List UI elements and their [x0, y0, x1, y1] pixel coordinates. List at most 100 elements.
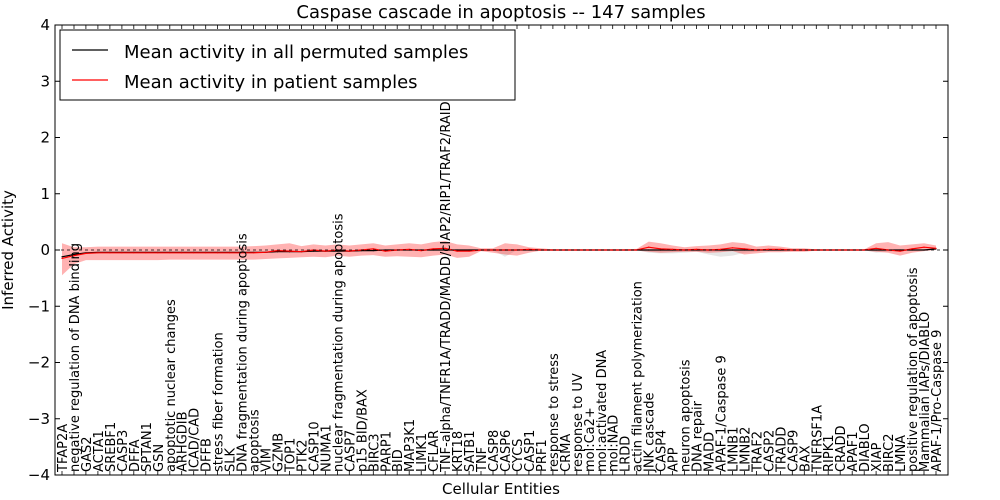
- series-1-point: [839, 249, 841, 251]
- x-tick-label: mol:NAD: [607, 415, 622, 472]
- x-tick-label: SREBF1: [104, 422, 119, 472]
- series-0-point: [276, 251, 279, 253]
- series-1-point: [887, 249, 889, 251]
- x-tick-label: actin filament polymerization: [631, 281, 646, 472]
- series-1-point: [372, 248, 374, 250]
- x-tick-label: GZMB: [272, 433, 287, 472]
- x-tick-label: APAF-1/Pro-Caspase 9: [930, 330, 945, 472]
- x-tick-label: response to stress: [547, 353, 562, 472]
- x-tick-label: CASP4: [655, 430, 670, 472]
- series-0-band: [62, 248, 936, 257]
- x-tick-label: XIAP: [870, 442, 885, 472]
- series-1-point: [743, 248, 746, 250]
- series-1-point: [779, 248, 782, 250]
- x-tick-label: ICAD/CAD: [188, 408, 203, 472]
- series-1-point: [875, 247, 877, 249]
- y-tick-label: −4: [28, 466, 50, 484]
- x-tick-label: TFAP2A: [56, 424, 71, 473]
- chart-title: Caspase cascade in apoptosis -- 147 samp…: [296, 2, 705, 23]
- series-1-point: [324, 250, 326, 252]
- series-1-point: [193, 252, 195, 254]
- x-tick-label: JNK cascade: [643, 393, 658, 473]
- series-1-point: [672, 248, 674, 250]
- x-tick-label: GAS2: [80, 437, 95, 473]
- series-1-point: [253, 252, 255, 254]
- x-tick-label: BIRC3: [367, 434, 382, 473]
- x-tick-label: BID: [391, 449, 406, 472]
- series-1-point: [660, 248, 662, 250]
- x-tick-label: TNF: [475, 447, 490, 473]
- series-1-point: [205, 252, 207, 254]
- series-1-point: [61, 257, 63, 259]
- x-tick-label: response to UV: [571, 373, 586, 472]
- series-1-point: [157, 252, 159, 254]
- x-tick-label: nuclear fragmentation during apoptosis: [331, 213, 346, 472]
- x-tick-label: CRADD: [834, 426, 849, 473]
- series-0-point: [336, 250, 338, 252]
- series-0-point: [923, 249, 925, 251]
- x-tick-label: LMNA: [894, 435, 909, 472]
- legend-box: [59, 29, 516, 101]
- series-1-point: [923, 246, 925, 248]
- series-1-point: [73, 255, 75, 257]
- x-tick-label: BIRC2: [882, 434, 897, 473]
- series-1-point: [229, 252, 231, 254]
- series-1-point: [803, 249, 805, 251]
- series-1-point: [851, 249, 853, 251]
- x-tick-label: RIPK1: [822, 434, 837, 472]
- x-tick-label: LMNB2: [738, 427, 753, 472]
- x-tick-label: CASP2: [762, 430, 777, 472]
- series-1-point: [181, 252, 183, 254]
- x-tick-label: APP: [667, 447, 682, 472]
- x-tick-label: TNFRSF1A: [810, 405, 825, 473]
- series-1-point: [695, 248, 698, 250]
- series-1-point: [264, 251, 267, 253]
- x-tick-label: SLK: [224, 448, 239, 472]
- legend-label-patient: Mean activity in patient samples: [124, 72, 418, 93]
- series-1-point: [899, 250, 901, 252]
- x-tick-label: GSN: [152, 444, 167, 472]
- x-tick-label: BAX: [798, 445, 813, 472]
- x-tick-label: p15 BID/BAX: [355, 389, 370, 472]
- x-tick-label: LMNB1: [727, 427, 742, 472]
- x-tick-label: stress fiber formation: [212, 332, 227, 472]
- x-tick-label: APAF1: [846, 431, 861, 472]
- x-tick-label: CASP6: [499, 430, 514, 472]
- x-tick-label: ARHGDIB: [176, 411, 191, 472]
- x-tick-label: CASP3: [116, 430, 131, 472]
- series-1-point: [767, 248, 770, 250]
- series-1-point: [468, 250, 470, 252]
- y-tick-label: 1: [40, 185, 50, 203]
- series-1-point: [217, 252, 219, 254]
- x-tick-label: PTK2: [296, 439, 311, 472]
- series-1-point: [300, 251, 303, 253]
- series-1-point: [863, 249, 865, 251]
- series-1-point: [911, 248, 913, 250]
- legend: Mean activity in all permuted samples Me…: [59, 29, 516, 101]
- x-tick-label: KRT18: [451, 431, 466, 472]
- series-1-point: [97, 252, 99, 254]
- x-axis-label: Cellular Entities: [442, 480, 560, 498]
- x-tick-label: TRADD: [774, 427, 789, 473]
- x-tick-label: NUMA1: [319, 424, 334, 472]
- series-1-point: [684, 249, 686, 251]
- series-1-point: [731, 247, 734, 249]
- x-tick-label: ACTA1: [92, 430, 107, 472]
- x-tick-label: neuron apoptosis: [679, 359, 694, 472]
- x-tick-label: LIMK1: [415, 433, 430, 472]
- x-tick-label: Mammalian IAPs/DIABLO: [918, 312, 933, 472]
- series-1-point: [444, 247, 446, 249]
- x-tick-label: TRAF2: [750, 431, 765, 473]
- x-tick-label: SATB1: [463, 430, 478, 472]
- y-tick-label: −3: [28, 410, 50, 428]
- series-1-point: [935, 247, 937, 249]
- series-1-point: [288, 250, 291, 252]
- x-tick-label: apoptosis: [248, 409, 263, 472]
- series-1-point: [121, 252, 123, 254]
- x-tick-label: DIABLO: [858, 423, 873, 472]
- series-1-point: [827, 249, 829, 251]
- series-1-point: [648, 246, 650, 248]
- x-tick-label: negative regulation of DNA binding: [68, 243, 83, 472]
- y-tick-label: 3: [40, 72, 50, 90]
- y-tick-label: 0: [40, 241, 50, 259]
